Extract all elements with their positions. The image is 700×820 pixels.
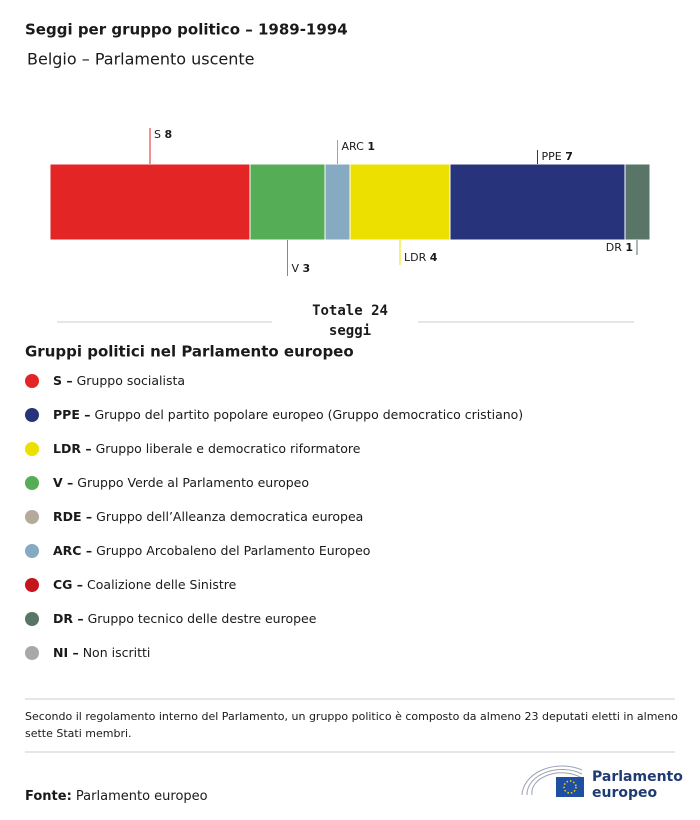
legend-item: LDR – Gruppo liberale e democratico rifo… xyxy=(53,441,361,456)
bar-segment xyxy=(324,163,351,241)
legend-swatch xyxy=(25,578,39,592)
chart-subtitle: Belgio – Parlamento uscente xyxy=(27,50,254,69)
legend-item: DR – Gruppo tecnico delle destre europee xyxy=(53,611,317,626)
legend-label: Coalizione delle Sinistre xyxy=(87,577,237,592)
legend-swatch xyxy=(25,544,39,558)
legend-item: RDE – Gruppo dell’Alleanza democratica e… xyxy=(53,509,363,524)
segment-value: 1 xyxy=(367,140,375,153)
bar-segment xyxy=(49,163,251,241)
legend-code: CG – xyxy=(53,577,83,592)
segment-value: 1 xyxy=(625,241,633,254)
bar-segment xyxy=(449,163,626,241)
legend-code: LDR – xyxy=(53,441,92,456)
legend-code: NI – xyxy=(53,645,79,660)
legend-item: ARC – Gruppo Arcobaleno del Parlamento E… xyxy=(53,543,370,558)
segment-label: ARC 1 xyxy=(342,140,375,153)
segment-label: S 8 xyxy=(154,128,172,141)
segment-label: V 3 xyxy=(292,262,311,275)
legend-swatch xyxy=(25,646,39,660)
note: Secondo il regolamento interno del Parla… xyxy=(25,710,678,723)
note: sette Stati membri. xyxy=(25,727,132,740)
legend-code: ARC – xyxy=(53,543,92,558)
segment-label: DR 1 xyxy=(606,241,633,254)
legend-label: Gruppo socialista xyxy=(77,373,185,388)
segment-value: 7 xyxy=(565,150,573,163)
total-unit: seggi xyxy=(329,323,371,339)
legend-label: Gruppo dell’Alleanza democratica europea xyxy=(96,509,363,524)
legend-item: NI – Non iscritti xyxy=(53,645,150,660)
segment-value: 3 xyxy=(303,262,311,275)
segment-name: S xyxy=(154,128,161,141)
legend-label: Gruppo Verde al Parlamento europeo xyxy=(77,475,309,490)
legend-item: V – Gruppo Verde al Parlamento europeo xyxy=(53,475,309,490)
legend-code: S – xyxy=(53,373,73,388)
logo-text: Parlamento xyxy=(592,769,683,785)
legend-swatch xyxy=(25,612,39,626)
segment-name: LDR xyxy=(404,251,427,264)
segment-name: ARC xyxy=(342,140,365,153)
segment-name: DR xyxy=(606,241,622,254)
bar-segment xyxy=(624,163,651,241)
segment-label: PPE 7 xyxy=(542,150,573,163)
legend-label: Gruppo liberale e democratico riformator… xyxy=(96,441,361,456)
legend-label: Gruppo Arcobaleno del Parlamento Europeo xyxy=(96,543,370,558)
logo: Parlamento europeo xyxy=(521,765,683,801)
legend-swatch xyxy=(25,374,39,388)
legend-swatch xyxy=(25,408,39,422)
segment-value: 4 xyxy=(430,251,438,264)
legend-swatch xyxy=(25,442,39,456)
legend-label: Gruppo tecnico delle destre europee xyxy=(88,611,317,626)
bar-segment xyxy=(349,163,451,241)
legend-swatch xyxy=(25,476,39,490)
segment-name: V xyxy=(292,262,300,275)
legend-item: S – Gruppo socialista xyxy=(53,373,185,388)
total: Totale 24 xyxy=(312,303,388,319)
segment-name: PPE xyxy=(542,150,562,163)
segment-label: LDR 4 xyxy=(404,251,438,264)
legend-code: PPE – xyxy=(53,407,90,422)
legend-code: V – xyxy=(53,475,73,490)
legend-item: CG – Coalizione delle Sinistre xyxy=(53,577,237,592)
legend-item: PPE – Gruppo del partito popolare europe… xyxy=(53,407,523,422)
legend-label: Gruppo del partito popolare europeo (Gru… xyxy=(94,407,523,422)
legend-code: RDE – xyxy=(53,509,92,524)
legend-label: Non iscritti xyxy=(83,645,151,660)
source: Fonte: Parlamento europeo xyxy=(25,789,208,804)
segment-value: 8 xyxy=(164,128,172,141)
legend-code: DR – xyxy=(53,611,84,626)
legend-title: Gruppi politici nel Parlamento europeo xyxy=(25,343,354,361)
bar-segment xyxy=(249,163,326,241)
chart-title: Seggi per gruppo politico – 1989-1994 xyxy=(25,21,348,39)
logo-text: europeo xyxy=(592,785,658,801)
legend-swatch xyxy=(25,510,39,524)
